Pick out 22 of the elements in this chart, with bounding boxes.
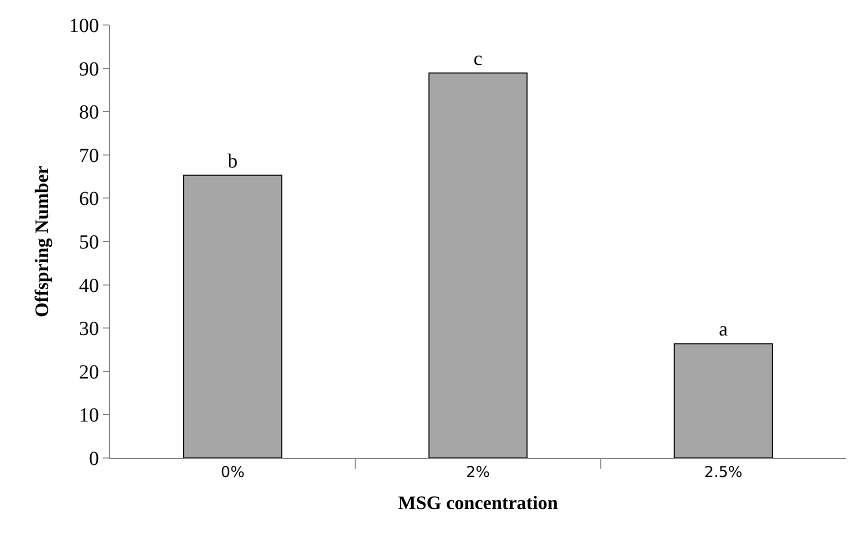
y-tick-label: 20 (79, 361, 99, 384)
bar (674, 343, 773, 458)
bar (428, 72, 528, 458)
y-tick-label: 40 (79, 274, 99, 297)
y-tick-label: 70 (79, 144, 99, 167)
bar (183, 174, 282, 458)
y-tick-label: 10 (79, 404, 99, 427)
x-tick-label: 2% (466, 463, 490, 481)
x-tick-label: 0% (220, 463, 245, 481)
data-label: a (718, 318, 728, 341)
y-tick-label: 80 (79, 102, 99, 124)
data-label: b (228, 150, 238, 172)
y-axis-title: Offspring Number (32, 165, 53, 318)
y-tick-label: 50 (79, 232, 99, 254)
y-tick-label: 60 (79, 188, 99, 210)
y-tick-label: 100 (69, 15, 99, 37)
data-label: c (474, 48, 482, 70)
y-tick-label: 30 (79, 318, 99, 340)
y-tick-label: 0 (89, 448, 99, 470)
x-axis-title: MSG concentration (398, 492, 558, 514)
y-tick-label: 90 (79, 58, 99, 80)
x-tick-label: 2.5% (704, 463, 742, 481)
